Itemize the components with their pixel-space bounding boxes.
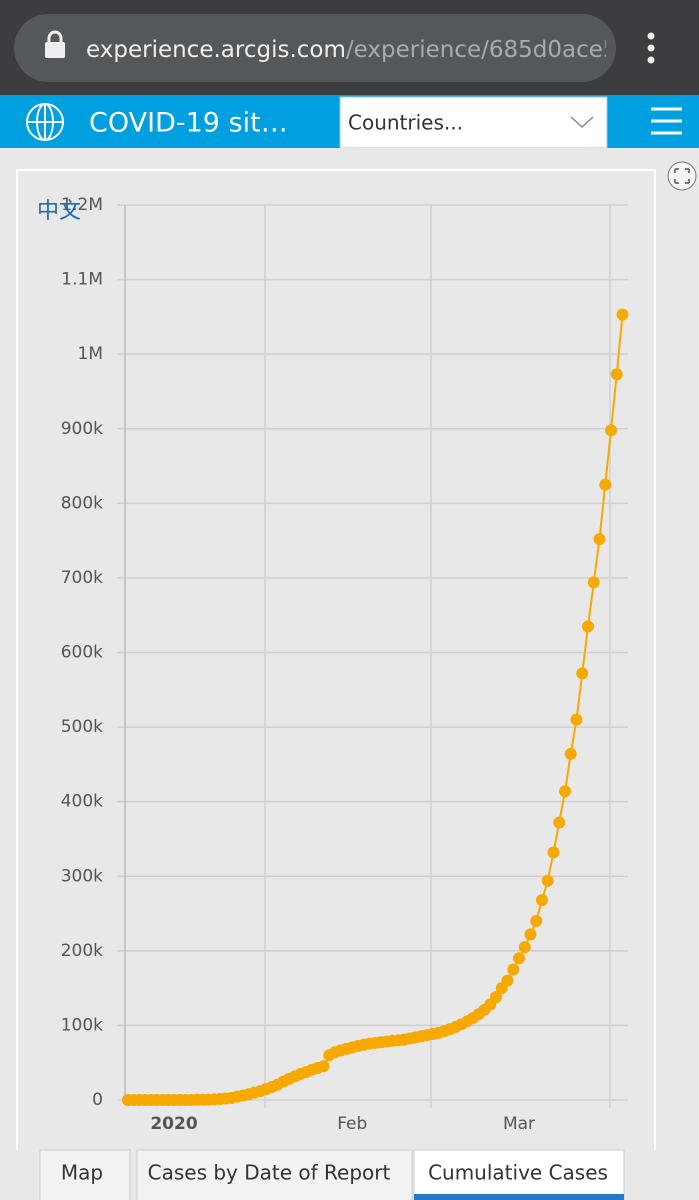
x-tick-label: Feb <box>337 1114 367 1134</box>
url-host: experience.arcgis.com <box>86 37 346 63</box>
content-bg <box>0 148 699 1150</box>
data-point <box>530 915 543 927</box>
data-point <box>553 816 566 829</box>
y-tick-label: 600k <box>61 643 103 663</box>
data-point <box>582 620 594 633</box>
data-point <box>490 991 502 1004</box>
y-tick-label: 500k <box>61 717 103 737</box>
data-point <box>564 747 577 760</box>
dropdown-chevron <box>570 116 594 129</box>
tab[interactable] <box>39 1149 131 1200</box>
app-title: COVID-19 sit… <box>89 108 288 139</box>
y-tick-label: 100k <box>61 1015 103 1035</box>
data-point <box>501 974 514 987</box>
x-tick-label: 2020 <box>150 1114 197 1134</box>
y-tick-label: 1.2M <box>61 195 103 215</box>
chart: 0 100k 200k 300k 400k 500k 600k 700k 800k 900k 1M 1… <box>61 195 629 1134</box>
data-point <box>605 424 617 437</box>
dropdown[interactable] <box>339 96 608 149</box>
y-tick-label: 900k <box>61 419 103 439</box>
data-point <box>524 928 537 941</box>
y-tick-label: 300k <box>61 866 103 886</box>
y-tick-label: 400k <box>61 792 103 812</box>
dropdown-text: Countries... <box>348 111 463 135</box>
y-tick-label: 1M <box>78 344 103 364</box>
url-field[interactable] <box>14 14 616 82</box>
tab[interactable] <box>136 1149 413 1200</box>
data-point <box>518 941 531 954</box>
data-point <box>513 952 525 965</box>
expand-button[interactable] <box>667 161 697 191</box>
y-tick-label: 0 <box>92 1090 103 1110</box>
tab-active[interactable] <box>413 1149 625 1200</box>
data-point <box>317 1060 330 1073</box>
data-point <box>610 368 623 381</box>
y-tick-label: 800k <box>61 493 103 513</box>
y-tick-label: 700k <box>61 568 103 588</box>
data-point <box>599 478 612 491</box>
tab-label: Cumulative Cases <box>428 1161 608 1185</box>
data-point <box>576 667 589 680</box>
tab-label: Cases by Date of Report <box>148 1161 391 1185</box>
data-point <box>616 308 629 321</box>
y-tick-label: 1.1M <box>61 270 103 290</box>
who-logo <box>26 103 64 141</box>
data-point <box>547 846 560 859</box>
x-tick-label: Mar <box>503 1114 535 1134</box>
data-point <box>593 533 606 546</box>
data-point <box>507 963 520 976</box>
url-path: /experience/685d0ace521 <box>346 37 647 63</box>
data-point <box>587 576 600 589</box>
url-text: experience.arcgis.com/experience/685d0ac… <box>86 37 647 63</box>
data-point <box>559 785 571 798</box>
lock-icon <box>45 30 65 58</box>
data-point <box>541 874 554 887</box>
hamburger[interactable] <box>651 107 682 135</box>
tab-indicator <box>414 1194 624 1200</box>
language-link[interactable]: 中文 <box>37 199 81 224</box>
y-tick-label: 200k <box>61 941 103 961</box>
tab-label: Map <box>61 1161 103 1185</box>
data-point <box>536 894 548 907</box>
data-point <box>570 713 583 726</box>
menu-dots[interactable] <box>647 32 655 64</box>
